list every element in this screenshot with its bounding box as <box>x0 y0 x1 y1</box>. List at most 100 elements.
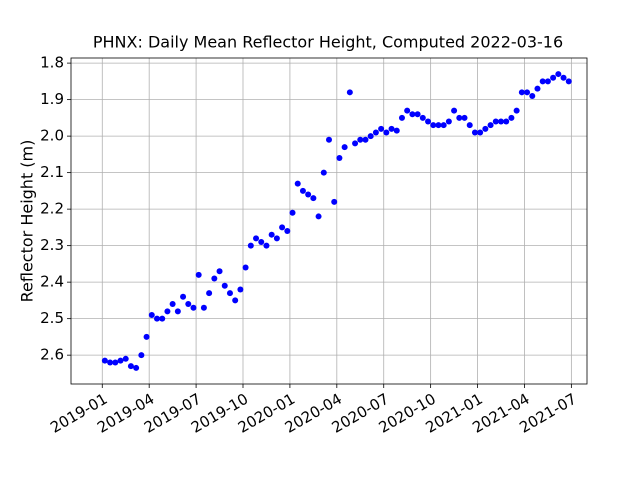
data-point <box>409 111 416 118</box>
data-point <box>524 89 531 96</box>
data-point <box>513 107 520 114</box>
data-point <box>107 359 114 366</box>
y-tick-label: 2.3 <box>40 236 64 254</box>
data-point <box>206 290 213 297</box>
data-point <box>169 301 176 308</box>
data-point <box>263 242 270 249</box>
data-point <box>143 333 150 340</box>
data-point <box>326 136 332 143</box>
data-point <box>305 191 312 198</box>
data-point <box>164 308 171 315</box>
data-point <box>393 127 400 134</box>
data-point <box>414 111 421 118</box>
data-point <box>122 355 129 362</box>
data-point <box>221 282 228 289</box>
data-point <box>341 144 348 151</box>
data-point <box>299 187 306 194</box>
chart-title: PHNX: Daily Mean Reflector Height, Compu… <box>93 33 563 52</box>
data-point <box>232 297 239 304</box>
data-point <box>492 118 499 125</box>
data-point <box>550 74 557 81</box>
data-point <box>362 136 369 143</box>
data-point <box>482 125 489 132</box>
data-point <box>237 286 244 293</box>
data-point <box>154 315 160 322</box>
data-point <box>117 357 124 364</box>
data-point <box>539 78 546 85</box>
data-point <box>352 140 359 147</box>
data-point <box>487 122 494 129</box>
data-point <box>211 275 218 282</box>
data-point <box>565 78 572 85</box>
data-point <box>503 118 510 125</box>
data-point <box>216 268 223 275</box>
data-point <box>195 271 202 278</box>
y-tick-label: 2.4 <box>40 273 64 291</box>
data-point <box>383 129 390 136</box>
data-point <box>372 129 379 136</box>
y-tick-label: 1.9 <box>40 90 64 108</box>
data-point <box>498 118 504 125</box>
y-tick-label: 2.5 <box>40 309 64 327</box>
data-point <box>226 290 233 297</box>
data-point <box>451 107 458 114</box>
data-point <box>445 118 452 125</box>
data-point <box>471 129 478 136</box>
data-point <box>294 180 301 187</box>
data-point <box>133 364 140 371</box>
data-point <box>555 71 562 78</box>
data-point <box>258 238 265 245</box>
data-point <box>242 264 249 271</box>
y-tick-label: 2.2 <box>40 200 64 218</box>
data-point <box>404 107 411 114</box>
data-point <box>477 129 484 136</box>
plot-frame <box>70 57 588 385</box>
data-point <box>190 304 197 311</box>
data-point <box>544 78 551 85</box>
data-point <box>346 89 353 96</box>
data-point <box>378 125 385 132</box>
data-point <box>180 293 187 300</box>
data-point <box>268 231 275 238</box>
data-point <box>247 242 254 249</box>
data-point <box>419 114 426 121</box>
data-point <box>253 235 260 242</box>
data-point <box>529 92 536 99</box>
data-point <box>315 213 322 220</box>
data-point <box>425 118 432 125</box>
data-point <box>148 312 155 319</box>
data-point <box>174 308 181 315</box>
data-point <box>112 359 119 366</box>
data-point <box>518 89 525 96</box>
data-point <box>466 122 473 129</box>
data-point <box>398 114 405 121</box>
data-point <box>357 136 364 143</box>
y-tick-label: 2.0 <box>40 127 64 145</box>
data-point <box>435 122 442 129</box>
data-point <box>159 315 166 322</box>
data-point <box>388 125 395 132</box>
data-point <box>508 114 515 121</box>
y-tick-label: 2.1 <box>40 163 64 181</box>
data-point <box>336 155 343 162</box>
data-point <box>289 209 296 216</box>
data-point <box>200 304 207 311</box>
data-point <box>534 85 541 92</box>
data-point <box>461 114 468 121</box>
data-point <box>101 357 108 364</box>
data-point <box>456 114 463 121</box>
data-point <box>560 74 567 81</box>
data-point <box>273 235 280 242</box>
y-axis-label: Reflector Height (m) <box>18 140 37 303</box>
y-tick-label: 1.8 <box>40 54 64 72</box>
data-point <box>331 198 338 205</box>
data-point <box>367 133 374 140</box>
data-point <box>284 228 291 235</box>
data-point <box>185 301 192 308</box>
data-point <box>310 195 317 202</box>
data-point <box>440 122 447 129</box>
data-point <box>430 122 437 129</box>
data-point <box>127 363 134 370</box>
data-point <box>320 169 327 176</box>
